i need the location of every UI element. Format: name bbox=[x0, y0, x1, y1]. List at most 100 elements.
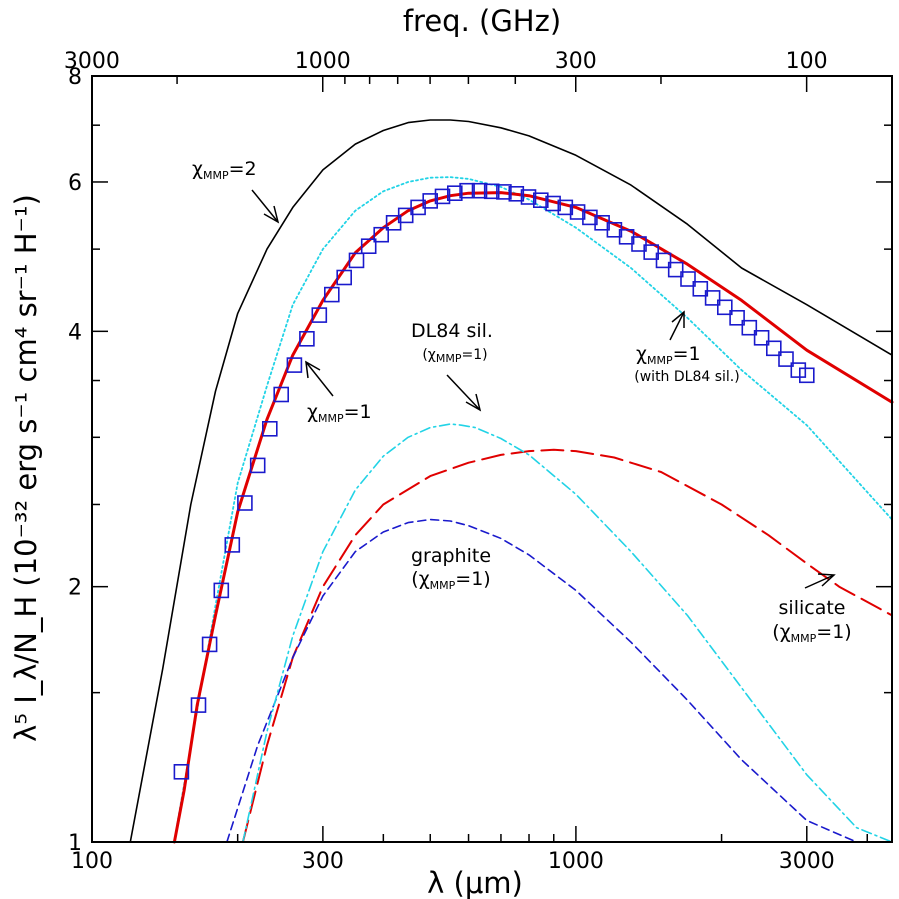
y-tick-label: 2 bbox=[68, 576, 82, 601]
arrowhead-chi2 bbox=[263, 205, 280, 224]
data-point bbox=[753, 329, 770, 346]
data-point bbox=[790, 362, 807, 378]
top-axis-title: freq. (GHz) bbox=[403, 4, 561, 38]
data-point bbox=[261, 420, 278, 437]
data-point bbox=[471, 182, 488, 199]
data-point bbox=[532, 192, 549, 208]
top-tick-label: 100 bbox=[786, 49, 828, 74]
data-point bbox=[348, 252, 365, 269]
data-point bbox=[434, 188, 451, 205]
plot-frame bbox=[91, 75, 893, 843]
arrow-with-dl84 bbox=[669, 311, 685, 341]
y-tick-label: 8 bbox=[68, 65, 82, 90]
arrow-chi1 bbox=[305, 361, 334, 397]
series-line-chi2 bbox=[129, 119, 893, 843]
data-point bbox=[667, 261, 684, 278]
annotation-with-dl84-note: (with DL84 sil.) bbox=[634, 369, 739, 385]
annotation-with-dl84: χMMP=1 (with DL84 sil.) bbox=[634, 310, 740, 385]
data-point bbox=[582, 209, 598, 226]
data-point bbox=[643, 244, 660, 260]
data-point bbox=[704, 290, 721, 306]
data-point bbox=[311, 307, 328, 323]
y-axis-title: λ⁵ I_λ/N_H (10⁻³² erg s⁻¹ cm⁴ sr⁻¹ H⁻¹) bbox=[9, 194, 43, 742]
data-point bbox=[173, 763, 190, 780]
top-tick-label: 300 bbox=[555, 49, 597, 74]
data-point bbox=[798, 367, 815, 384]
top-tick-label: 3000 bbox=[64, 49, 120, 74]
y-tick-label: 1 bbox=[68, 831, 82, 856]
annotation-silicate-title: silicate bbox=[779, 597, 846, 619]
data-point bbox=[323, 286, 340, 303]
data-point bbox=[716, 299, 733, 316]
annotation-chi2: χMMP=2 bbox=[192, 158, 280, 224]
annotation-dl84: DL84 sil. (χMMP=1) bbox=[411, 320, 493, 412]
data-point bbox=[520, 189, 537, 205]
annotation-with-dl84-chi: χMMP=1 bbox=[636, 343, 701, 367]
data-point bbox=[631, 236, 647, 252]
y-tick-label: 4 bbox=[68, 320, 82, 345]
series-line-silicate bbox=[241, 448, 893, 843]
x-tick-label: 3000 bbox=[779, 849, 835, 874]
data-point bbox=[299, 330, 315, 347]
data-point bbox=[201, 636, 218, 653]
data-point bbox=[496, 184, 512, 200]
annotation-dl84-chi: (χMMP=1) bbox=[422, 347, 487, 365]
arrowhead-silicate bbox=[817, 573, 836, 587]
data-point bbox=[680, 271, 696, 287]
annotation-silicate-chi: (χMMP=1) bbox=[772, 621, 851, 645]
data-markers-layer bbox=[173, 182, 815, 780]
data-point bbox=[655, 252, 672, 269]
data-point bbox=[569, 204, 586, 220]
arrowhead-with-dl84 bbox=[671, 310, 685, 328]
data-point bbox=[190, 697, 207, 713]
annotation-chi2-text: χMMP=2 bbox=[192, 158, 257, 182]
data-point bbox=[729, 309, 745, 326]
data-point bbox=[459, 182, 475, 199]
data-point bbox=[483, 183, 500, 200]
series-line-graphite bbox=[226, 518, 858, 843]
data-point bbox=[422, 193, 439, 209]
data-point bbox=[545, 195, 561, 212]
annotation-graphite-chi: (χMMP=1) bbox=[411, 568, 490, 592]
series-layer bbox=[129, 119, 894, 844]
annotation-graphite-title: graphite bbox=[411, 545, 491, 567]
data-point bbox=[557, 199, 574, 216]
data-point bbox=[249, 457, 266, 474]
data-point bbox=[765, 340, 782, 357]
data-point bbox=[213, 582, 230, 599]
data-point bbox=[273, 386, 290, 403]
series-line-dl84_sil bbox=[242, 423, 893, 843]
data-point bbox=[373, 226, 390, 243]
x-tick-label: 300 bbox=[302, 849, 344, 874]
data-point bbox=[778, 351, 794, 367]
data-point bbox=[397, 207, 414, 224]
x-tick-label: 100 bbox=[71, 849, 113, 874]
y-tick-label: 6 bbox=[68, 171, 82, 196]
annotation-dl84-title: DL84 sil. bbox=[411, 320, 493, 342]
data-point bbox=[237, 495, 253, 511]
data-point bbox=[224, 537, 241, 553]
data-point bbox=[508, 186, 525, 202]
arrowhead-dl84 bbox=[465, 393, 482, 412]
annotation-chi1-text: χMMP=1 bbox=[307, 401, 372, 425]
arrowhead-chi1 bbox=[305, 360, 321, 379]
data-point bbox=[286, 357, 303, 373]
top-tick-label: 1000 bbox=[295, 49, 351, 74]
data-point bbox=[336, 269, 353, 286]
data-point bbox=[446, 185, 463, 201]
series-line-dl84_total bbox=[176, 176, 893, 825]
annotation-silicate: silicate (χMMP=1) bbox=[772, 573, 852, 645]
arrow-dl84 bbox=[446, 374, 481, 411]
arrow-chi2 bbox=[251, 189, 279, 223]
data-point bbox=[692, 280, 709, 297]
x-tick-label: 1000 bbox=[548, 849, 604, 874]
annotation-chi1: χMMP=1 bbox=[305, 360, 372, 425]
annotation-graphite: graphite (χMMP=1) bbox=[411, 545, 491, 592]
arrow-silicate bbox=[804, 574, 835, 589]
x-axis-title: λ (μm) bbox=[427, 866, 523, 899]
data-point bbox=[360, 238, 377, 254]
series-line-total bbox=[172, 191, 894, 844]
data-point bbox=[741, 319, 758, 336]
